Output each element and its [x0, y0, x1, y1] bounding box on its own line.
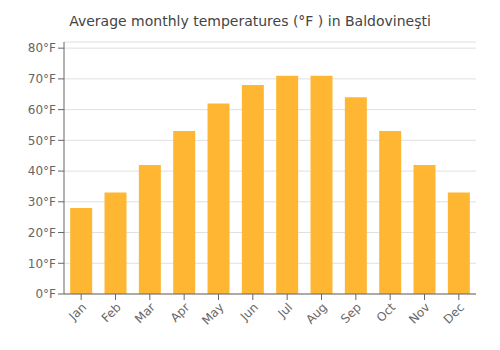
svg-text:30°F: 30°F [28, 195, 56, 209]
svg-text:40°F: 40°F [28, 164, 56, 178]
svg-text:Apr: Apr [168, 300, 193, 325]
html-text:Average monthly temperatures (: Average monthly temperatures (°F ) in Ba… [69, 13, 431, 29]
svg-text:70°F: 70°F [28, 72, 56, 86]
svg-text:Mar: Mar [132, 300, 158, 326]
svg-text:Feb: Feb [99, 300, 124, 325]
svg-text:Oct: Oct [374, 300, 399, 325]
svg-text:0°F: 0°F [35, 287, 56, 301]
svg-text:Sep: Sep [338, 300, 364, 326]
svg-text:Nov: Nov [406, 300, 432, 326]
svg-text:May: May [199, 300, 226, 327]
svg-text:Jul: Jul [274, 300, 295, 321]
svg-text:50°F: 50°F [28, 134, 56, 148]
svg-text:Aug: Aug [303, 300, 329, 326]
svg-text:20°F: 20°F [28, 226, 56, 240]
svg-text:Dec: Dec [441, 300, 467, 326]
svg-text:10°F: 10°F [28, 257, 56, 271]
svg-text:80°F: 80°F [28, 41, 56, 55]
svg-text:Jan: Jan [66, 300, 90, 324]
svg-text:Jun: Jun [237, 300, 261, 324]
svg-text:60°F: 60°F [28, 103, 56, 117]
